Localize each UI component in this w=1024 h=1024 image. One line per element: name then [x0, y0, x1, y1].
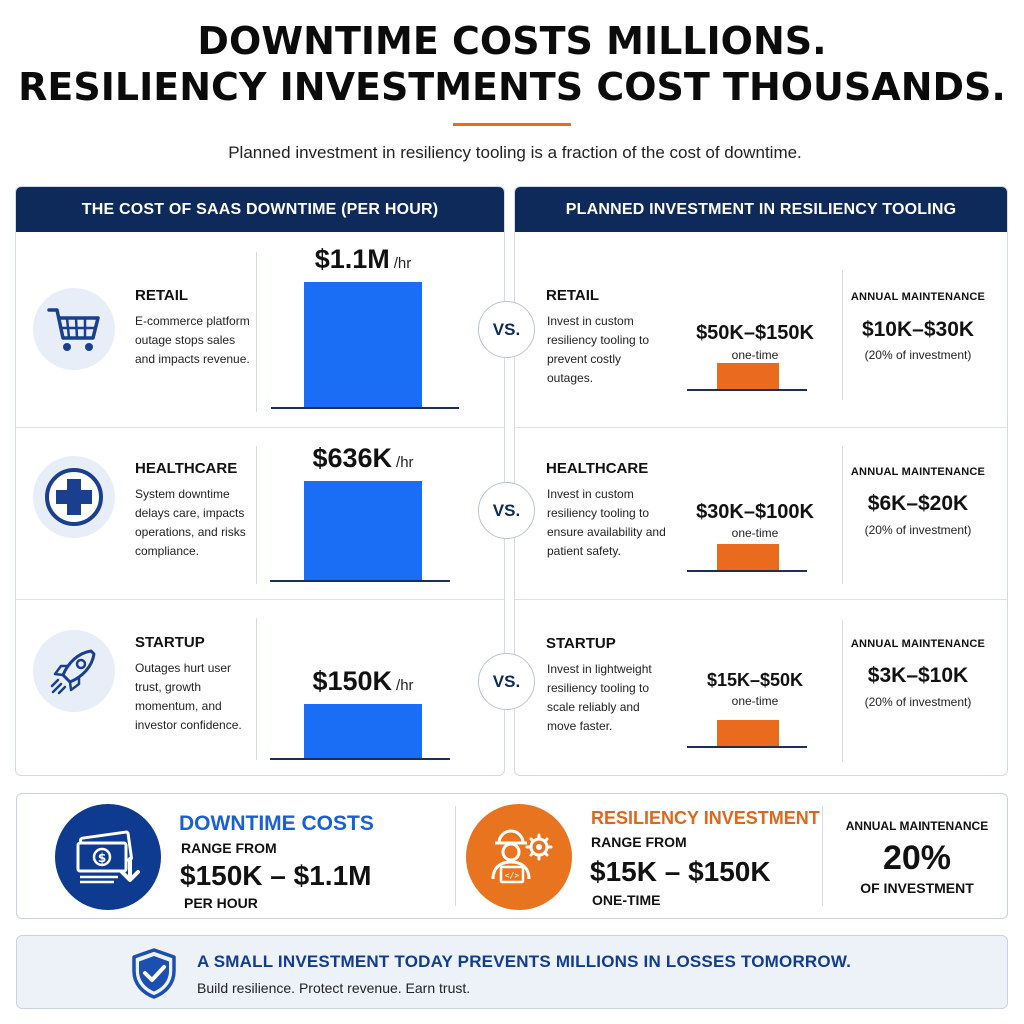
summary-downtime-per: PER HOUR	[184, 895, 258, 911]
downtime-row-startup: STARTUP Outages hurt user trust, growth …	[16, 599, 504, 775]
summary-resiliency-range: $15K – $150K	[590, 856, 771, 887]
investment-desc-healthcare: Invest in custom resiliency tooling to e…	[547, 487, 666, 558]
cost-unit-startup: /hr	[396, 677, 414, 694]
vs-badge-startup: VS.	[478, 653, 535, 710]
engineer-gear-icon: </>	[466, 804, 572, 910]
cost-bar-startup	[304, 704, 422, 758]
footer-headline: A SMALL INVESTMENT TODAY PREVENTS MILLIO…	[197, 952, 852, 971]
summary-maintenance-sub: OF INVESTMENT	[860, 880, 974, 896]
vs-badge-healthcare: VS.	[478, 482, 535, 539]
investment-desc-retail: Invest in custom resiliency tooling to p…	[547, 314, 650, 385]
page-title: DOWNTIME COSTS MILLIONS. RESILIENCY INVE…	[0, 18, 1024, 110]
vs-badge-retail: VS.	[478, 301, 535, 358]
maintenance-label-retail: ANNUAL MAINTENANCE	[850, 291, 986, 303]
investment-baseline-healthcare	[687, 570, 807, 572]
summary-downtime-range-from: RANGE FROM	[181, 840, 277, 856]
summary-maintenance-label: ANNUAL MAINTENANCE	[845, 819, 989, 833]
maintenance-label-healthcare: ANNUAL MAINTENANCE	[850, 466, 986, 478]
cost-unit-retail: /hr	[393, 255, 412, 272]
investment-onetime-startup: one-time	[731, 694, 779, 708]
cost-bar-retail	[304, 282, 422, 407]
summary-resiliency-range-from: RANGE FROM	[591, 834, 687, 850]
maintenance-label-startup: ANNUAL MAINTENANCE	[850, 638, 986, 650]
svg-text:</>: </>	[505, 871, 520, 880]
investment-panel-header: PLANNED INVESTMENT IN RESILIENCY TOOLING	[515, 187, 1007, 232]
investment-title-startup: STARTUP	[546, 635, 616, 652]
title-line-2: RESILIENCY INVESTMENTS COST THOUSANDS.	[18, 65, 1006, 109]
downtime-panel-header: THE COST OF SAAS DOWNTIME (PER HOUR)	[16, 187, 504, 232]
downtime-cost-panel: THE COST OF SAAS DOWNTIME (PER HOUR) RET…	[15, 186, 505, 776]
investment-baseline-retail	[687, 389, 807, 391]
summary-downtime-title: DOWNTIME COSTS	[179, 812, 374, 835]
summary-panel: $ DOWNTIME COSTS RANGE FROM $150K – $1.1…	[16, 793, 1008, 919]
title-divider	[453, 123, 571, 126]
investment-range-retail: $50K–$150K	[696, 322, 814, 344]
investment-range-healthcare: $30K–$100K	[696, 501, 814, 523]
investment-bar-startup	[717, 720, 779, 746]
page-subtitle: Planned investment in resiliency tooling…	[228, 143, 802, 162]
cost-value-retail: $1.1M	[314, 244, 390, 274]
money-stack-down-icon: $	[55, 804, 161, 910]
investment-onetime-retail: one-time	[731, 348, 779, 362]
row-divider	[256, 618, 257, 760]
industry-desc-healthcare: System downtime delays care, impacts ope…	[135, 487, 246, 558]
investment-onetime-healthcare: one-time	[731, 526, 779, 540]
industry-title-retail: RETAIL	[135, 287, 189, 304]
summary-downtime-range: $150K – $1.1M	[180, 860, 372, 891]
investment-row-healthcare: HEALTHCARE Invest in custom resiliency t…	[515, 427, 1007, 599]
medical-cross-icon	[33, 456, 115, 538]
svg-text:$: $	[98, 851, 106, 865]
row-divider	[842, 446, 843, 584]
row-divider	[842, 620, 843, 762]
row-divider	[256, 446, 257, 584]
footer-tagline: Build resilience. Protect revenue. Earn …	[197, 980, 471, 996]
investment-title-retail: RETAIL	[546, 287, 600, 304]
investment-desc-startup: Invest in lightweight resiliency tooling…	[547, 662, 652, 733]
industry-title-startup: STARTUP	[135, 634, 205, 651]
maintenance-note-retail: (20% of investment)	[864, 348, 972, 362]
cost-bar-healthcare	[304, 481, 422, 580]
cost-baseline-startup	[270, 758, 450, 760]
maintenance-range-healthcare: $6K–$20K	[867, 492, 969, 515]
shopping-cart-icon	[33, 288, 115, 370]
shield-check-icon	[125, 944, 183, 1002]
cost-label-retail: $1.1M/hr	[263, 244, 463, 275]
row-divider	[842, 270, 843, 400]
investment-title-healthcare: HEALTHCARE	[546, 460, 649, 477]
footer-banner: A SMALL INVESTMENT TODAY PREVENTS MILLIO…	[16, 935, 1008, 1009]
summary-maintenance-value: 20%	[882, 839, 952, 877]
summary-resiliency-per: ONE-TIME	[592, 892, 661, 908]
cost-value-healthcare: $636K	[312, 443, 393, 473]
summary-divider	[455, 806, 456, 906]
maintenance-range-startup: $3K–$10K	[867, 664, 969, 687]
industry-desc-startup: Outages hurt user trust, growth momentum…	[135, 661, 242, 732]
maintenance-note-startup: (20% of investment)	[864, 695, 972, 709]
investment-panel: PLANNED INVESTMENT IN RESILIENCY TOOLING…	[514, 186, 1008, 776]
cost-label-healthcare: $636K/hr	[263, 443, 463, 474]
cost-unit-healthcare: /hr	[396, 454, 414, 471]
investment-bar-retail	[717, 363, 779, 389]
industry-title-healthcare: HEALTHCARE	[135, 460, 238, 477]
maintenance-range-retail: $10K–$30K	[861, 318, 975, 341]
cost-label-startup: $150K/hr	[263, 666, 463, 697]
downtime-row-retail: RETAIL E-commerce platform outage stops …	[16, 232, 504, 427]
investment-row-retail: RETAIL Invest in custom resiliency tooli…	[515, 232, 1007, 427]
investment-row-startup: STARTUP Invest in lightweight resiliency…	[515, 599, 1007, 775]
investment-range-startup: $15K–$50K	[706, 670, 804, 690]
cost-value-startup: $150K	[312, 666, 393, 696]
title-line-1: DOWNTIME COSTS MILLIONS.	[197, 19, 827, 63]
downtime-row-healthcare: HEALTHCARE System downtime delays care, …	[16, 427, 504, 599]
cost-baseline-healthcare	[270, 580, 450, 582]
investment-baseline-startup	[687, 746, 807, 748]
industry-desc-retail: E-commerce platform outage stops sales a…	[135, 314, 250, 366]
maintenance-note-healthcare: (20% of investment)	[864, 523, 972, 537]
cost-baseline-retail	[271, 407, 459, 409]
summary-resiliency-title: RESILIENCY INVESTMENT	[591, 808, 820, 828]
rocket-icon	[33, 630, 115, 712]
investment-bar-healthcare	[717, 544, 779, 570]
summary-divider	[822, 806, 823, 906]
row-divider	[256, 252, 257, 412]
